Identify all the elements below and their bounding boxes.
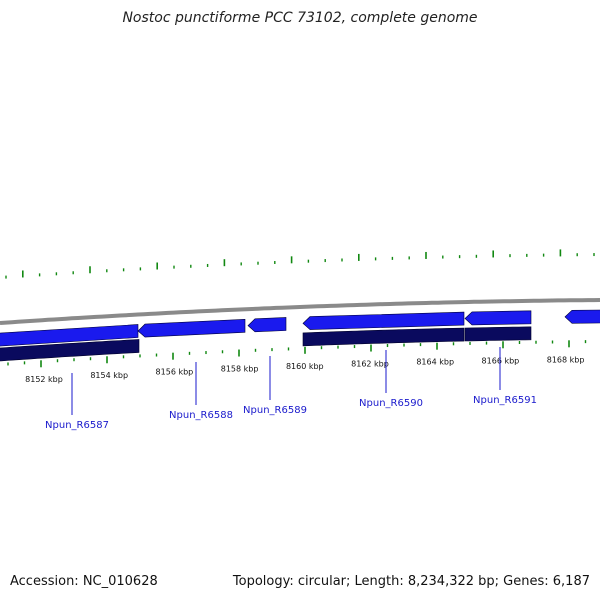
scale-label: 8162 kbp <box>351 360 389 369</box>
forward-gene-track <box>0 309 600 347</box>
gene-arrow <box>137 318 246 338</box>
reverse-gene-track <box>0 326 532 362</box>
gene-label: Npun_R6590 <box>359 398 423 409</box>
scale-label: 8156 kbp <box>156 368 194 377</box>
gene-arrow <box>247 317 287 333</box>
gene-label: Npun_R6589 <box>243 405 307 416</box>
summary-text: Topology: circular; Length: 8,234,322 bp… <box>232 574 590 589</box>
gene-label-group: Npun_R6587 Npun_R6588 Npun_R6589 Npun_R6590… <box>45 347 537 431</box>
scale-label: 8164 kbp <box>416 358 454 367</box>
scale-label: 8160 kbp <box>286 362 324 371</box>
outer-tick-track <box>5 249 595 279</box>
gene-block <box>302 327 465 347</box>
gene-arrow <box>464 310 532 326</box>
gene-arrow <box>564 309 600 324</box>
scale-label: 8154 kbp <box>90 371 128 380</box>
accession-text: Accession: NC_010628 <box>10 574 158 589</box>
gene-arrow <box>302 311 465 330</box>
scale-label: 8158 kbp <box>221 364 259 373</box>
gene-block <box>0 339 140 362</box>
gene-label: Npun_R6587 <box>45 420 109 431</box>
scale-label: 8152 kbp <box>25 375 63 384</box>
gene-label: Npun_R6591 <box>473 395 537 406</box>
gene-block <box>464 326 532 342</box>
scale-label: 8168 kbp <box>547 355 585 364</box>
map-title: Nostoc punctiforme PCC 73102, complete g… <box>122 10 478 26</box>
backbone-arc <box>0 298 600 325</box>
scale-label-group: 8152 kbp 8154 kbp 8156 kbp 8158 kbp 8160 kbp… <box>25 355 584 384</box>
inner-tick-track <box>7 340 587 368</box>
gene-label: Npun_R6588 <box>169 410 233 421</box>
